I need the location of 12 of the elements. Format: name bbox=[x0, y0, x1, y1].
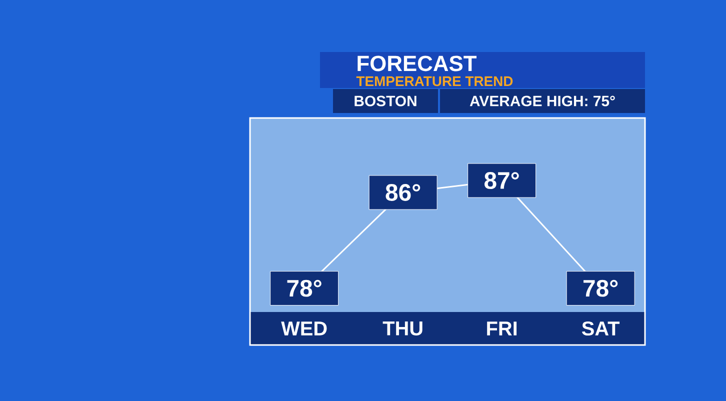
x-tick-label: FRI bbox=[487, 322, 517, 336]
x-tick-label: SAT bbox=[582, 321, 620, 336]
chart-title: FORECAST bbox=[358, 56, 477, 72]
data-label: 86° bbox=[386, 184, 420, 201]
chart-subtitle: TEMPERATURE TREND bbox=[356, 76, 513, 86]
x-tick-label: WED bbox=[281, 322, 327, 336]
data-label: 78° bbox=[287, 280, 322, 297]
text: BOSTON bbox=[354, 96, 416, 106]
data-label: 78° bbox=[584, 280, 618, 297]
x-tick-label: THU bbox=[382, 322, 422, 336]
text: AVERAGE HIGH: 75° bbox=[470, 96, 615, 106]
data-label: 87° bbox=[484, 172, 519, 189]
